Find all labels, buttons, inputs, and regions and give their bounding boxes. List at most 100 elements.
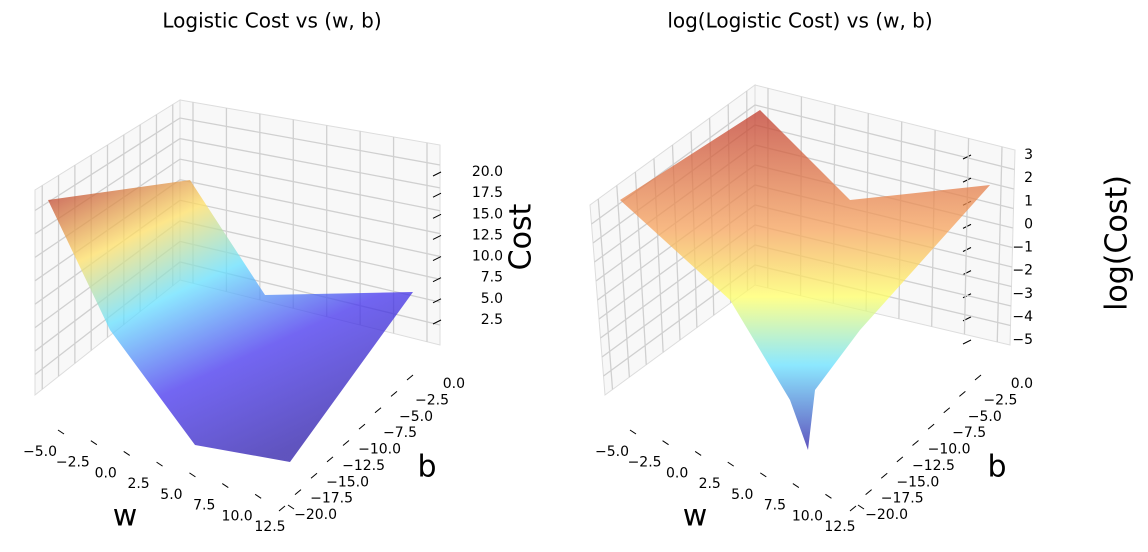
y-tick bbox=[865, 489, 872, 496]
y-tick-label: −10.0 bbox=[358, 442, 401, 458]
x-tick bbox=[792, 483, 800, 488]
z-tick bbox=[432, 192, 442, 198]
z-tick bbox=[962, 339, 972, 345]
x-tick bbox=[727, 461, 734, 467]
x-tick bbox=[694, 451, 702, 456]
grid-line bbox=[34, 117, 441, 212]
y-tick-label: −2.5 bbox=[415, 392, 449, 408]
y-tick-label: −12.5 bbox=[342, 458, 385, 474]
x-tick bbox=[287, 504, 295, 510]
y-tick-label: 0.0 bbox=[443, 376, 465, 392]
y-tick bbox=[374, 407, 382, 414]
y-tick bbox=[974, 374, 982, 381]
x-tick bbox=[629, 429, 637, 435]
y-tick-label: −7.5 bbox=[383, 425, 417, 441]
z-tick bbox=[432, 213, 442, 219]
z-tick bbox=[432, 234, 442, 240]
y-tick bbox=[849, 505, 857, 512]
x-tick bbox=[857, 504, 865, 510]
z-tick-label: −3 bbox=[1012, 286, 1033, 302]
z-tick bbox=[432, 319, 442, 325]
y-tick-label: −17.5 bbox=[881, 491, 924, 507]
y-tick-label: −2.5 bbox=[983, 392, 1017, 408]
y-tick-label: −10.0 bbox=[928, 442, 971, 458]
z-tick bbox=[962, 177, 972, 183]
z-tick-label: 12.5 bbox=[472, 227, 503, 243]
y-tick bbox=[896, 456, 904, 463]
y-tick bbox=[927, 423, 935, 430]
y-tick bbox=[358, 423, 366, 430]
y-axis-label: b bbox=[417, 450, 436, 485]
z-tick-label: 7.5 bbox=[481, 270, 503, 286]
z-tick bbox=[432, 171, 442, 177]
y-tick bbox=[390, 390, 398, 397]
z-tick-label: 10.0 bbox=[472, 249, 503, 265]
y-tick bbox=[406, 374, 414, 381]
x-tick bbox=[189, 472, 196, 478]
x-tick-label: −2.5 bbox=[56, 455, 90, 471]
y-tick-label: −5.0 bbox=[968, 409, 1002, 425]
grid-line bbox=[963, 138, 970, 335]
grid-line bbox=[597, 198, 614, 390]
z-tick-label: 3 bbox=[1024, 147, 1033, 163]
y-axis-label: b bbox=[987, 450, 1006, 485]
x-tick-label: 10.0 bbox=[222, 508, 253, 524]
chart-title: log(Logistic Cost) vs (w, b) bbox=[667, 9, 932, 33]
y-tick-label: −5.0 bbox=[399, 409, 433, 425]
x-tick bbox=[123, 451, 130, 456]
y-tick-label: −12.5 bbox=[912, 458, 955, 474]
x-axis-label: w bbox=[683, 499, 708, 534]
y-tick-label: −15.0 bbox=[896, 474, 939, 490]
x-tick-label: 7.5 bbox=[764, 498, 786, 514]
y-tick bbox=[943, 407, 951, 414]
y-tick bbox=[912, 440, 919, 446]
x-tick-label: 12.5 bbox=[254, 519, 285, 535]
x-tick-label: 12.5 bbox=[824, 519, 855, 535]
z-tick bbox=[962, 154, 972, 160]
z-tick-label: 2.5 bbox=[481, 312, 503, 328]
x-tick bbox=[156, 461, 163, 467]
chart-0: Logistic Cost vs (w, b) w b Cost 2.5 5.0 7… bbox=[23, 9, 539, 536]
x-tick-label: 10.0 bbox=[792, 508, 823, 524]
z-tick-label: −4 bbox=[1012, 309, 1033, 325]
x-axis-label: w bbox=[113, 499, 138, 534]
z-tick bbox=[432, 256, 442, 262]
z-tick-label: 0 bbox=[1024, 216, 1033, 232]
x-tick-label: 2.5 bbox=[127, 476, 149, 492]
x-tick bbox=[222, 483, 229, 488]
x-tick-label: 5.0 bbox=[731, 487, 753, 503]
y-tick bbox=[959, 390, 966, 397]
z-tick-label: 1 bbox=[1024, 193, 1033, 209]
surface bbox=[620, 110, 990, 450]
y-tick bbox=[880, 472, 888, 479]
x-tick-label: −5.0 bbox=[595, 444, 629, 460]
grid-line bbox=[616, 185, 631, 378]
y-tick-label: −15.0 bbox=[326, 474, 369, 490]
z-tick-label: 20.0 bbox=[472, 164, 503, 180]
grid-line bbox=[996, 146, 1003, 343]
y-tick-label: 0.0 bbox=[1011, 376, 1033, 392]
y-tick-label: −20.0 bbox=[865, 507, 908, 523]
x-tick-label: 2.5 bbox=[699, 476, 721, 492]
x-tick-label: 0.0 bbox=[666, 465, 688, 481]
chart-1: log(Logistic Cost) vs (w, b) w b log(Cos… bbox=[589, 9, 1135, 535]
z-tick bbox=[962, 270, 972, 276]
z-tick bbox=[962, 247, 972, 252]
x-tick-label: 7.5 bbox=[193, 498, 215, 514]
x-tick-label: 0.0 bbox=[95, 465, 117, 481]
x-tick bbox=[90, 440, 98, 446]
y-tick-label: −20.0 bbox=[294, 507, 337, 523]
y-tick bbox=[310, 472, 318, 479]
x-tick-label: −2.5 bbox=[628, 455, 662, 471]
surface bbox=[48, 180, 413, 462]
z-tick-label: 2 bbox=[1024, 170, 1033, 186]
x-tick bbox=[825, 493, 832, 499]
y-tick-label: −7.5 bbox=[952, 425, 986, 441]
z-tick-label: 5.0 bbox=[481, 291, 503, 307]
x-tick-label: −5.0 bbox=[23, 444, 57, 460]
x-tick bbox=[254, 493, 262, 499]
z-tick bbox=[432, 277, 442, 283]
y-tick bbox=[294, 489, 302, 496]
x-tick bbox=[57, 429, 65, 435]
